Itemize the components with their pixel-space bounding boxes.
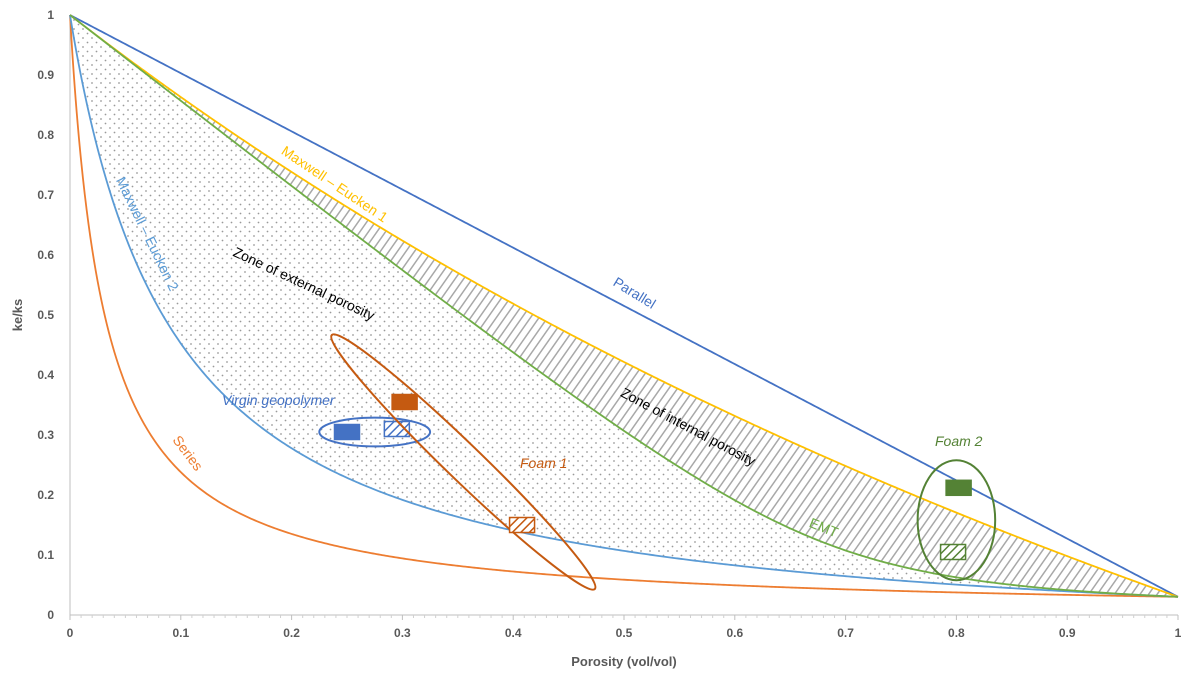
x-tick-label: 0.9 (1059, 626, 1076, 640)
x-tick-label: 0.5 (616, 626, 633, 640)
x-tick-label: 0.6 (726, 626, 743, 640)
series-line-parallel (69, 14, 1179, 598)
data-point-solid (391, 393, 418, 411)
x-tick-label: 0.4 (505, 626, 522, 640)
x-tick-label: 0.2 (283, 626, 300, 640)
group-label-foam-1: Foam 1 (520, 455, 567, 471)
zone-external-porosity (70, 15, 1178, 597)
curves-layer (69, 14, 1179, 598)
group-label-virgin-geopolymer: Virgin geopolymer (222, 392, 336, 408)
y-tick-label: 0.1 (37, 548, 54, 562)
y-tick-label: 0.7 (37, 188, 54, 202)
zones-layer (70, 15, 1178, 597)
series-label-parallel: Parallel (611, 274, 659, 312)
group-ellipse-virgin-geopolymer (318, 416, 432, 448)
y-tick-label: 0.9 (37, 68, 54, 82)
series-line-maxwell-eucken-2 (69, 14, 1179, 598)
x-tick-label: 0.1 (172, 626, 189, 640)
series-line-maxwell-eucken-1 (69, 14, 1179, 598)
y-tick-label: 0.2 (37, 488, 54, 502)
y-tick-label: 0.4 (37, 368, 54, 382)
x-tick-label: 0.8 (948, 626, 965, 640)
data-point-solid (945, 479, 972, 497)
data-point-solid (333, 423, 361, 441)
x-tick-label: 0 (67, 626, 74, 640)
group-ellipse-foam-1 (330, 333, 597, 591)
ticks-layer: 0 0.1 0.2 0.3 0.4 0.5 0.6 0.7 0.8 0.9 1 0 0.1 0.2 0.3 0… (37, 8, 1181, 640)
y-tick-label: 0.8 (37, 128, 54, 142)
x-axis-title: Porosity (vol/vol) (571, 654, 676, 669)
series-line-series (69, 14, 1179, 598)
y-tick-label: 0.3 (37, 428, 54, 442)
y-tick-label: 0 (47, 608, 54, 622)
x-tick-label: 0.7 (837, 626, 854, 640)
y-tick-label: 1 (47, 8, 54, 22)
group-label-foam-2: Foam 2 (935, 433, 983, 449)
data-point-hatched (939, 543, 967, 561)
group-ellipse-foam-2 (916, 459, 997, 582)
groups-layer (318, 333, 997, 591)
x-tick-label: 0.3 (394, 626, 411, 640)
series-line-emt (69, 14, 1179, 598)
y-axis-title: ke/ks (10, 299, 25, 332)
x-tick-label: 1 (1175, 626, 1182, 640)
y-tick-label: 0.5 (37, 308, 54, 322)
data-point-hatched (508, 516, 536, 534)
y-tick-label: 0.6 (37, 248, 54, 262)
